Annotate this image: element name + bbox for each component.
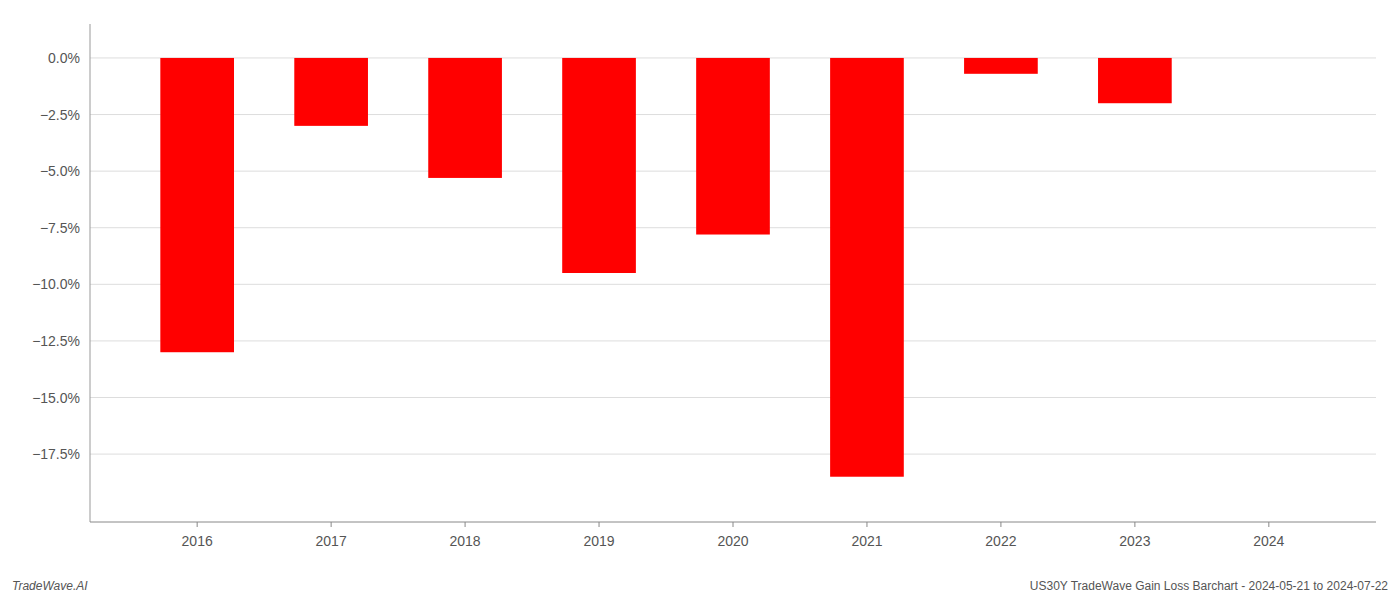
grid — [90, 58, 1376, 454]
grid-line — [90, 454, 1376, 455]
x-tick-mark — [733, 522, 734, 527]
bar — [1232, 57, 1306, 58]
y-tick-label: −5.0% — [40, 163, 80, 179]
bar — [696, 58, 770, 235]
x-tick-label: 2020 — [717, 533, 748, 549]
x-tick-label: 2016 — [182, 533, 213, 549]
y-tick-label: −15.0% — [32, 390, 80, 406]
bar — [428, 58, 502, 178]
x-tick-mark — [465, 522, 466, 527]
y-tick-label: −17.5% — [32, 446, 80, 462]
y-tick-label: −7.5% — [40, 220, 80, 236]
chart-container: 0.0% −2.5% −5.0% −7.5% −10.0% −12.5% −15.0% −17… — [0, 0, 1400, 600]
y-tick-label: −12.5% — [32, 333, 80, 349]
x-tick-label: 2019 — [583, 533, 614, 549]
chart-svg: 0.0% −2.5% −5.0% −7.5% −10.0% −12.5% −15.0% −17… — [0, 0, 1400, 600]
footer-right: US30Y TradeWave Gain Loss Barchart - 202… — [1030, 579, 1389, 593]
x-tick-label: 2021 — [851, 533, 882, 549]
axes — [90, 24, 1376, 522]
x-tick-mark — [1134, 522, 1135, 527]
grid-line — [90, 397, 1376, 398]
bar — [294, 58, 368, 126]
x-tick-label: 2018 — [450, 533, 481, 549]
x-tick-mark — [866, 522, 867, 527]
y-axis-line — [90, 24, 91, 522]
grid-line — [90, 284, 1376, 285]
bar — [830, 58, 904, 477]
x-tick-label: 2023 — [1119, 533, 1150, 549]
x-ticks: 2016 2017 2018 2019 2020 2021 2022 2023 2024 — [182, 522, 1285, 549]
x-tick-mark — [1268, 522, 1269, 527]
x-tick-mark — [599, 522, 600, 527]
y-tick-label: 0.0% — [48, 50, 80, 66]
grid-line — [90, 340, 1376, 341]
bar — [1098, 58, 1172, 103]
x-tick-mark — [197, 522, 198, 527]
x-tick-mark — [331, 522, 332, 527]
bar — [562, 58, 636, 273]
y-tick-label: −10.0% — [32, 276, 80, 292]
footer-left: TradeWave.AI — [12, 579, 88, 593]
x-tick-mark — [1000, 522, 1001, 527]
x-tick-label: 2022 — [985, 533, 1016, 549]
y-tick-label: −2.5% — [40, 107, 80, 123]
bars — [160, 58, 1171, 477]
y-ticks: 0.0% −2.5% −5.0% −7.5% −10.0% −12.5% −15.0% −17… — [32, 50, 80, 462]
bar — [964, 58, 1038, 74]
x-tick-label: 2017 — [316, 533, 347, 549]
x-tick-label: 2024 — [1253, 533, 1284, 549]
bar — [160, 58, 234, 352]
